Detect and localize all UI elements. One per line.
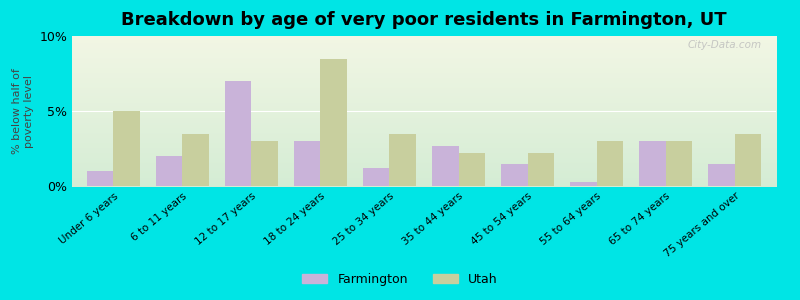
Bar bbox=[321, 58, 346, 186]
Legend: Farmington, Utah: Farmington, Utah bbox=[298, 268, 502, 291]
Text: City-Data.com: City-Data.com bbox=[688, 40, 762, 50]
Bar bbox=[182, 134, 209, 186]
Bar bbox=[363, 168, 390, 186]
Bar bbox=[390, 134, 416, 186]
Bar bbox=[458, 153, 485, 186]
Bar bbox=[502, 164, 527, 186]
Bar bbox=[527, 153, 554, 186]
Bar bbox=[294, 141, 321, 186]
Bar bbox=[570, 182, 597, 186]
Bar bbox=[226, 81, 251, 186]
Bar bbox=[114, 111, 140, 186]
Bar bbox=[156, 156, 182, 186]
Bar bbox=[432, 146, 458, 186]
Bar bbox=[666, 141, 692, 186]
Title: Breakdown by age of very poor residents in Farmington, UT: Breakdown by age of very poor residents … bbox=[121, 11, 727, 29]
Bar bbox=[251, 141, 278, 186]
Bar bbox=[734, 134, 761, 186]
Bar bbox=[597, 141, 622, 186]
Bar bbox=[87, 171, 114, 186]
Bar bbox=[639, 141, 666, 186]
Y-axis label: % below half of
poverty level: % below half of poverty level bbox=[12, 68, 34, 154]
Bar bbox=[708, 164, 734, 186]
